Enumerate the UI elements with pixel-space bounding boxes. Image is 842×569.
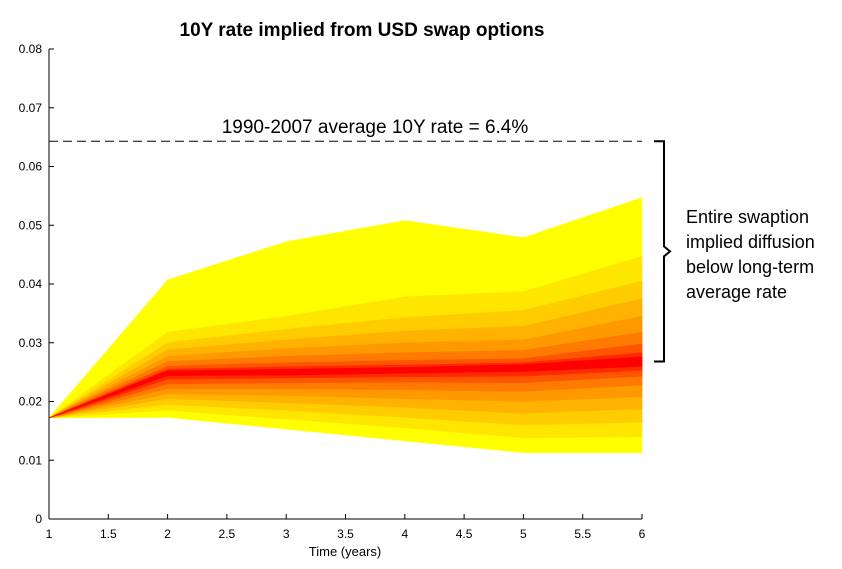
x-axis-label: Time (years) [309,544,381,559]
x-tick-label: 6 [639,527,646,541]
fan-bands [48,197,643,453]
y-tick-label: 0.08 [19,42,43,56]
x-tick-label: 4.5 [456,527,473,541]
x-tick-label: 2 [164,527,171,541]
fan-band-9 [48,356,643,419]
x-ticks: 1 1.5 2 2.5 3 3.5 4 4.5 5 5.5 6 [46,514,646,541]
x-tick-label: 3 [283,527,290,541]
y-tick-label: 0.04 [19,277,43,291]
annotation-line-2: implied diffusion [686,232,815,252]
y-tick-label: 0.07 [19,101,43,115]
x-tick-label: 4 [401,527,408,541]
x-tick-label: 2.5 [219,527,236,541]
annotation-line-4: average rate [686,282,787,302]
x-tick-label: 1.5 [100,527,117,541]
annotation-line-3: below long-term [686,257,814,277]
y-tick-label: 0 [35,512,42,526]
y-tick-label: 0.05 [19,218,43,232]
chart-title: 10Y rate implied from USD swap options [180,20,545,41]
y-ticks: 0 0.01 0.02 0.03 0.04 0.05 0.06 0.07 0.08 [19,42,54,526]
y-tick-label: 0.01 [19,453,43,467]
y-tick-label: 0.06 [19,160,43,174]
y-tick-label: 0.02 [19,395,43,409]
annotation-line-1: Entire swaption [686,207,809,227]
x-tick-label: 5.5 [574,527,591,541]
x-tick-label: 1 [46,527,53,541]
y-tick-label: 0.03 [19,336,43,350]
x-tick-label: 5 [520,527,527,541]
x-tick-label: 3.5 [337,527,354,541]
reference-line-label: 1990-2007 average 10Y rate = 6.4% [222,117,529,138]
range-bracket [654,140,672,363]
